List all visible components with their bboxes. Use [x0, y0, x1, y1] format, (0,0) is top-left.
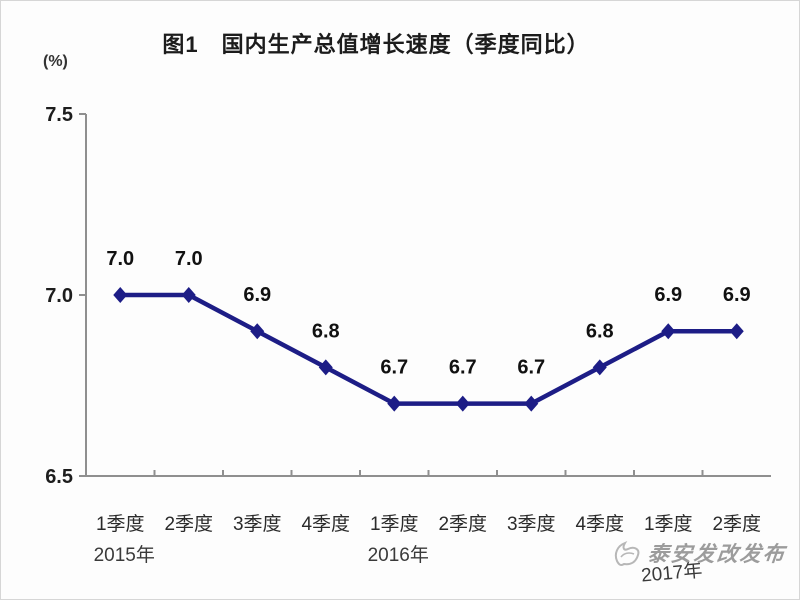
year-label: 2017年	[640, 559, 703, 586]
data-point-marker	[387, 395, 402, 412]
year-label: 2015年	[94, 544, 155, 566]
x-tick-label: 1季度	[644, 513, 693, 535]
data-point-marker	[729, 323, 744, 340]
watermark: 泰安发改发布	[611, 537, 788, 569]
year-label: 2016年	[368, 544, 429, 566]
data-point-label: 6.7	[517, 357, 545, 379]
data-point-label: 7.0	[106, 248, 134, 270]
x-tick-label: 2季度	[712, 513, 761, 535]
data-point-marker	[113, 287, 128, 303]
data-point-marker	[181, 287, 196, 303]
data-point-marker	[524, 395, 539, 412]
x-tick-label: 4季度	[575, 513, 624, 535]
data-line	[118, 292, 739, 406]
y-tick-label: 7.5	[45, 104, 73, 126]
x-tick-label: 4季度	[301, 513, 350, 535]
data-point-marker	[592, 359, 607, 376]
data-point-label: 6.9	[243, 284, 271, 306]
data-point-marker	[250, 323, 265, 340]
y-tick-label: 6.5	[45, 466, 73, 488]
data-point-label: 6.7	[380, 357, 408, 379]
x-tick-label: 1季度	[370, 513, 419, 535]
y-tick-label: 7.0	[45, 285, 73, 307]
data-point-label: 6.8	[586, 320, 614, 342]
x-tick-label: 2季度	[438, 513, 487, 535]
data-point-marker	[455, 395, 470, 412]
data-point-label: 7.0	[175, 248, 203, 270]
x-tick-label: 3季度	[507, 513, 556, 535]
x-tick-label: 2季度	[164, 513, 213, 535]
data-point-label: 6.7	[449, 357, 477, 379]
chart-title: 图1 国内生产总值增长速度（季度同比）	[162, 32, 590, 57]
data-point-label: 6.9	[723, 284, 751, 306]
data-point-label: 6.9	[654, 284, 682, 306]
dove-icon	[614, 541, 640, 566]
y-axis-unit-label: (%)	[43, 53, 68, 70]
data-point-marker	[318, 359, 333, 376]
x-tick-label: 1季度	[96, 513, 145, 535]
data-point-marker	[661, 323, 676, 340]
x-tick-label: 3季度	[233, 513, 282, 535]
data-point-label: 6.8	[312, 320, 340, 342]
watermark-text: 泰安发改发布	[646, 543, 788, 566]
